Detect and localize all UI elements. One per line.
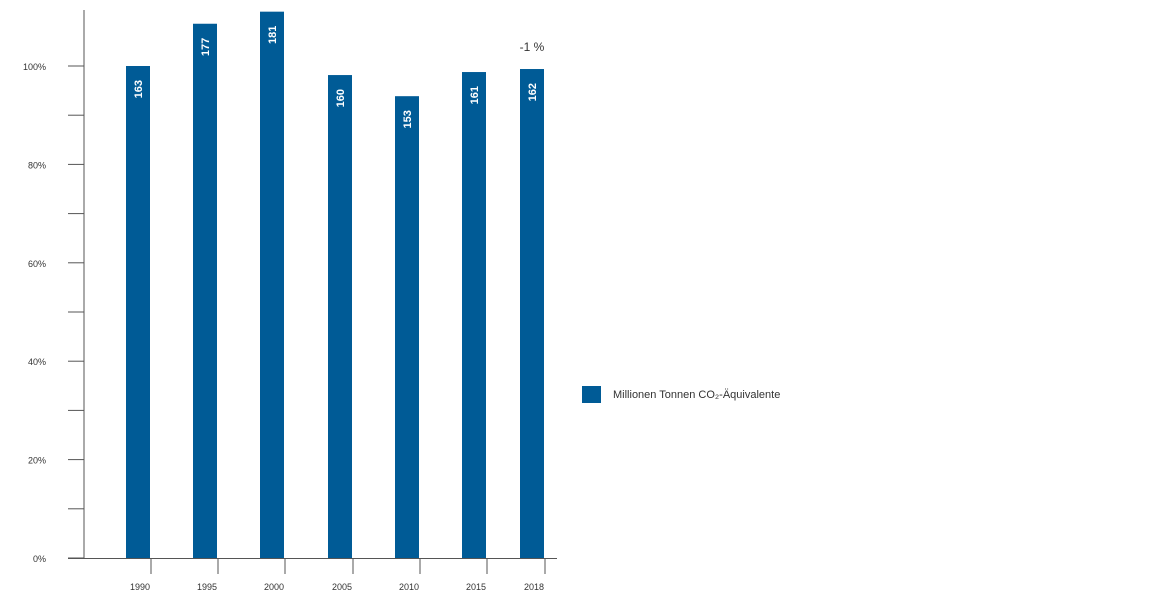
y-tick-label: 100% <box>23 62 46 72</box>
x-tick-label: 2018 <box>524 582 544 592</box>
x-tick-label: 2010 <box>399 582 419 592</box>
x-tick-label: 1995 <box>197 582 217 592</box>
bar-value-label: 161 <box>469 86 481 104</box>
y-tick-label: 40% <box>28 357 46 367</box>
bar-1995 <box>193 23 217 559</box>
legend-swatch <box>582 386 601 403</box>
bar-2010 <box>395 96 419 558</box>
y-tick-label: 60% <box>28 259 46 269</box>
legend-label: Millionen Tonnen CO₂-Äquivalente <box>613 388 781 401</box>
y-tick-label: 80% <box>28 160 46 170</box>
bar-2015 <box>462 72 486 559</box>
bar-value-label: 153 <box>402 110 414 128</box>
bar-2018 <box>520 69 544 558</box>
bars <box>126 11 544 559</box>
x-tick-label: 2005 <box>332 582 352 592</box>
bar-value-label: 163 <box>133 80 145 98</box>
y-tick-label: 20% <box>28 456 46 466</box>
bar-2005 <box>328 75 352 559</box>
axes: 0% 20% 40% 60% 80% 100% <box>23 10 557 574</box>
x-tick-label: 1990 <box>130 582 150 592</box>
x-tick-label: 2015 <box>466 582 486 592</box>
legend: Millionen Tonnen CO₂-Äquivalente <box>582 386 780 403</box>
y-tick-label: 0% <box>33 554 46 564</box>
bar-value-label: 160 <box>335 89 347 107</box>
bar-value-label: 162 <box>527 83 539 101</box>
bar-1990 <box>126 66 150 558</box>
bar-value-label: 181 <box>267 26 279 44</box>
x-tick-label: 2000 <box>264 582 284 592</box>
labels: 163 1990 177 1995 181 2000 160 2005 153 2010 161 20… <box>130 26 545 592</box>
bar-2000 <box>260 11 284 559</box>
change-annotation: -1 % <box>520 40 545 54</box>
bar-value-label: 177 <box>200 38 212 56</box>
